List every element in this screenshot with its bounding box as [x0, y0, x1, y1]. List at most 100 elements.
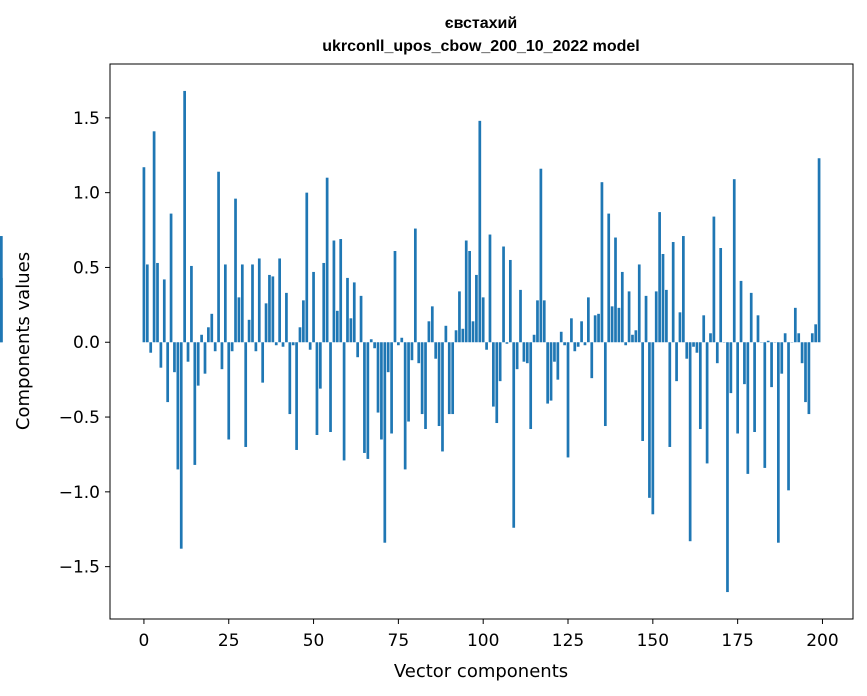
bar-102 [488, 234, 492, 343]
bar-64 [359, 295, 363, 343]
bar-101 [485, 342, 488, 350]
bar-14 [190, 265, 193, 343]
bar-94 [461, 328, 465, 343]
bar-154 [665, 289, 668, 343]
bar-176 [739, 280, 743, 343]
bar-67 [369, 339, 373, 343]
bar-82 [420, 342, 424, 415]
bar-90 [447, 342, 451, 415]
bar-59 [342, 342, 346, 461]
bar-112 [522, 342, 526, 362]
bar-132 [590, 342, 594, 379]
bar-169 [715, 342, 719, 364]
bar-124 [563, 342, 566, 346]
bar-141 [620, 271, 624, 343]
bar-131 [587, 297, 590, 343]
bar-7 [166, 342, 170, 403]
bar-86 [434, 342, 438, 359]
bar-165 [702, 315, 706, 343]
bar-2 [149, 342, 153, 353]
bar-45 [295, 342, 298, 450]
bar-78 [407, 342, 410, 422]
bar-153 [661, 253, 665, 343]
x-tick-label: 0 [139, 631, 150, 651]
bar-15 [193, 342, 197, 465]
bar-30 [244, 342, 248, 447]
bar-196 [807, 342, 811, 415]
bar-50 [312, 271, 315, 343]
bar-133 [593, 315, 597, 343]
bar-21 [213, 342, 217, 352]
bar-137 [607, 213, 611, 343]
bar-130 [583, 342, 587, 346]
bar-87 [437, 342, 441, 427]
bar-116 [536, 300, 539, 343]
bar-41 [281, 342, 285, 347]
bar-126 [570, 318, 573, 343]
bar-28 [237, 297, 241, 343]
bar-174 [732, 179, 736, 343]
bar-55 [329, 342, 332, 433]
y-axis-ticks: −1.5 −1.0 −0.5 0.0 0.5 1.0 1.5 [59, 109, 110, 578]
bar-66 [366, 342, 370, 459]
bar-104 [495, 342, 499, 424]
bar-140 [617, 307, 621, 343]
bar-114 [529, 342, 533, 430]
bar-167 [709, 333, 712, 343]
bar-76 [400, 337, 404, 343]
bar-190 [787, 342, 790, 491]
chart-title-line-1: євстахий [445, 15, 517, 32]
bar-162 [692, 342, 695, 347]
bar-13 [186, 342, 190, 362]
bar-185 [770, 342, 773, 388]
bar-123 [559, 331, 563, 343]
bar-135 [600, 182, 604, 343]
bar-166 [705, 342, 709, 464]
bar-96 [468, 250, 471, 343]
x-tick-label: 200 [806, 631, 838, 651]
bar-178 [746, 342, 750, 474]
bar-110 [515, 342, 519, 370]
x-tick-label: 100 [467, 631, 499, 651]
bar-195 [804, 342, 807, 403]
bar-139 [614, 237, 617, 343]
bar-4 [156, 262, 159, 343]
y-axis-label: Components values [13, 252, 34, 430]
bar-1 [145, 264, 149, 343]
bar-37 [268, 274, 271, 343]
bar-177 [743, 342, 746, 385]
bar-152 [658, 212, 661, 343]
bar-77 [403, 342, 407, 470]
y-tick-label: −0.5 [59, 408, 100, 428]
y-tick-label: 0.5 [73, 258, 100, 278]
bar-198 [814, 324, 818, 343]
bar-121 [553, 342, 556, 362]
bar-47 [302, 300, 305, 343]
bar-6 [162, 279, 166, 343]
bar-105 [498, 342, 502, 382]
bar-34 [257, 258, 261, 343]
bar-23 [220, 342, 224, 370]
x-tick-label: 150 [637, 631, 669, 651]
plot-frame [109, 63, 854, 620]
bar-61 [349, 318, 353, 343]
bar-89 [444, 325, 448, 343]
bar-180 [753, 342, 756, 433]
bar-160 [685, 342, 689, 359]
bar-11 [179, 342, 183, 549]
bar-52 [318, 342, 322, 389]
bar-60 [346, 277, 349, 343]
bar-18 [203, 342, 207, 374]
bar-146 [637, 264, 641, 343]
bar-39 [274, 342, 278, 346]
bar-54 [325, 177, 329, 343]
bar-175 [736, 342, 739, 434]
bar-24 [223, 264, 227, 343]
bar-80 [413, 228, 417, 343]
bar-111 [519, 289, 522, 343]
bar-129 [580, 321, 583, 343]
x-tick-label: 50 [303, 631, 325, 651]
bar-10 [176, 342, 180, 470]
bar-113 [525, 342, 529, 364]
